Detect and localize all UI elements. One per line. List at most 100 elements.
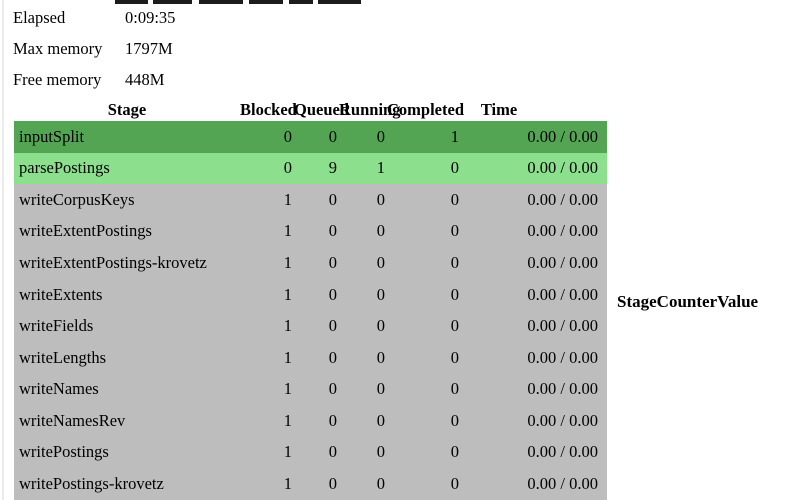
stage-cell-completed: 0 [450,252,459,272]
stage-cell-completed: 0 [450,316,459,336]
stat-max-memory: Max memory 1797M [13,33,175,64]
stage-cell-running: 0 [376,252,385,272]
stage-cell-running: 0 [376,189,385,209]
stage-table: Stage Blocked Queued Running Completed T… [14,100,607,500]
clipped-heading-fragment [115,0,361,4]
stage-cell-blocked: 1 [283,474,292,494]
stage-cell-queued: 0 [328,347,337,367]
col-header-running: Running [339,100,401,121]
stage-cell-queued: 0 [328,126,337,146]
stage-cell-name: inputSplit [19,126,85,146]
col-header-time: Time [461,100,607,121]
stage-cell-running: 0 [376,474,385,494]
stat-value: 0:09:35 [125,7,176,27]
stage-cell-running: 0 [376,316,385,336]
stage-cell-name: writePostings [19,442,109,462]
stage-cell-blocked: 0 [283,158,292,178]
stage-cell-name: writeNames [19,379,99,399]
col-header-blocked: Blocked [240,100,297,121]
stage-cell-running: 0 [376,442,385,462]
stage-cell-completed: 0 [450,158,459,178]
stage-cell-queued: 9 [328,158,337,178]
stage-cell-running: 1 [376,158,385,178]
stage-row: writePostings 1 0 0 0 0.00 / 0.00 [14,436,607,469]
stage-cell-completed: 0 [450,221,459,241]
stage-cell-queued: 0 [328,379,337,399]
stage-cell-name: writeExtents [19,284,103,304]
stage-cell-blocked: 1 [283,221,292,241]
stage-row: writeExtents 1 0 0 0 0.00 / 0.00 [14,278,607,311]
stage-cell-time: 0.00 / 0.00 [527,189,598,209]
stage-cell-running: 0 [376,126,385,146]
stage-cell-completed: 1 [450,126,459,146]
stage-cell-blocked: 1 [283,252,292,272]
stage-cell-completed: 0 [450,189,459,209]
stage-row: writeLengths 1 0 0 0 0.00 / 0.00 [14,342,607,374]
stat-free-memory: Free memory 448M [13,64,175,95]
stage-row: writeNamesRev 1 0 0 0 0.00 / 0.00 [14,405,607,437]
stage-cell-name: writeNamesRev [19,410,126,430]
stage-cell-completed: 0 [450,284,459,304]
stage-cell-blocked: 1 [283,379,292,399]
stat-value: 1797M [125,38,173,58]
stat-label: Max memory [13,38,103,58]
stage-cell-queued: 0 [328,316,337,336]
stat-label: Free memory [13,69,102,89]
stage-cell-queued: 0 [328,284,337,304]
stage-row: writeCorpusKeys 1 0 0 0 0.00 / 0.00 [14,184,607,216]
stage-cell-time: 0.00 / 0.00 [527,126,598,146]
stage-row: inputSplit 0 0 0 1 0.00 / 0.00 [14,121,607,153]
stage-cell-name: writeExtentPostings [19,221,152,241]
stage-row: writeFields 1 0 0 0 0.00 / 0.00 [14,310,607,343]
stage-cell-time: 0.00 / 0.00 [527,474,598,494]
stage-cell-name: writeFields [19,316,94,336]
stage-cell-queued: 0 [328,252,337,272]
stage-cell-completed: 0 [450,410,459,430]
stage-cell-queued: 0 [328,410,337,430]
stage-cell-time: 0.00 / 0.00 [527,410,598,430]
stage-cell-queued: 0 [328,474,337,494]
stage-cell-completed: 0 [450,379,459,399]
stage-table-body: inputSplit 0 0 0 1 0.00 / 0.00 parsePostings 0 9… [14,121,607,500]
stage-cell-running: 0 [376,379,385,399]
stage-cell-completed: 0 [450,347,459,367]
counter-col-counter: Counter [656,292,718,311]
stage-cell-running: 0 [376,284,385,304]
stage-cell-name: writeLengths [19,347,107,367]
col-header-completed: Completed [387,100,464,121]
stage-cell-time: 0.00 / 0.00 [527,379,598,399]
col-header-stage: Stage [14,100,240,121]
counter-col-stage: Stage [617,292,657,311]
stage-cell-running: 0 [376,347,385,367]
stage-row: writePostings-krovetz 1 0 0 0 0.00 / 0.00 [14,468,607,500]
stage-cell-time: 0.00 / 0.00 [527,442,598,462]
stage-cell-queued: 0 [328,221,337,241]
stage-cell-blocked: 1 [283,189,292,209]
stage-row: writeExtentPostings 1 0 0 0 0.00 / 0.00 [14,215,607,248]
stage-row: writeExtentPostings-krovetz 1 0 0 0 0.00 / 0.… [14,247,607,279]
stage-cell-blocked: 0 [283,126,292,146]
counter-table-header: StageCounterValue [617,292,758,312]
stage-cell-blocked: 1 [283,284,292,304]
stage-cell-name: writeExtentPostings-krovetz [19,252,207,272]
stage-cell-time: 0.00 / 0.00 [527,284,598,304]
stage-cell-name: parsePostings [19,158,110,178]
stage-cell-blocked: 1 [283,410,292,430]
stage-cell-time: 0.00 / 0.00 [527,347,598,367]
stage-row: parsePostings 0 9 1 0 0.00 / 0.00 [14,152,607,185]
job-stats: Elapsed 0:09:35 Max memory 1797M Free me… [13,2,175,95]
stage-table-header: Stage Blocked Queued Running Completed T… [14,100,607,121]
stat-elapsed: Elapsed 0:09:35 [13,2,175,33]
stat-label: Elapsed [13,7,66,27]
stage-cell-time: 0.00 / 0.00 [527,252,598,272]
stage-cell-time: 0.00 / 0.00 [527,158,598,178]
stage-cell-blocked: 1 [283,442,292,462]
stage-cell-blocked: 1 [283,316,292,336]
counter-col-value: Value [717,292,759,311]
stage-cell-running: 0 [376,410,385,430]
col-header-queued: Queued [294,100,350,121]
stage-cell-running: 0 [376,221,385,241]
stage-cell-time: 0.00 / 0.00 [527,221,598,241]
stage-cell-name: writeCorpusKeys [19,189,135,209]
stage-cell-queued: 0 [328,442,337,462]
